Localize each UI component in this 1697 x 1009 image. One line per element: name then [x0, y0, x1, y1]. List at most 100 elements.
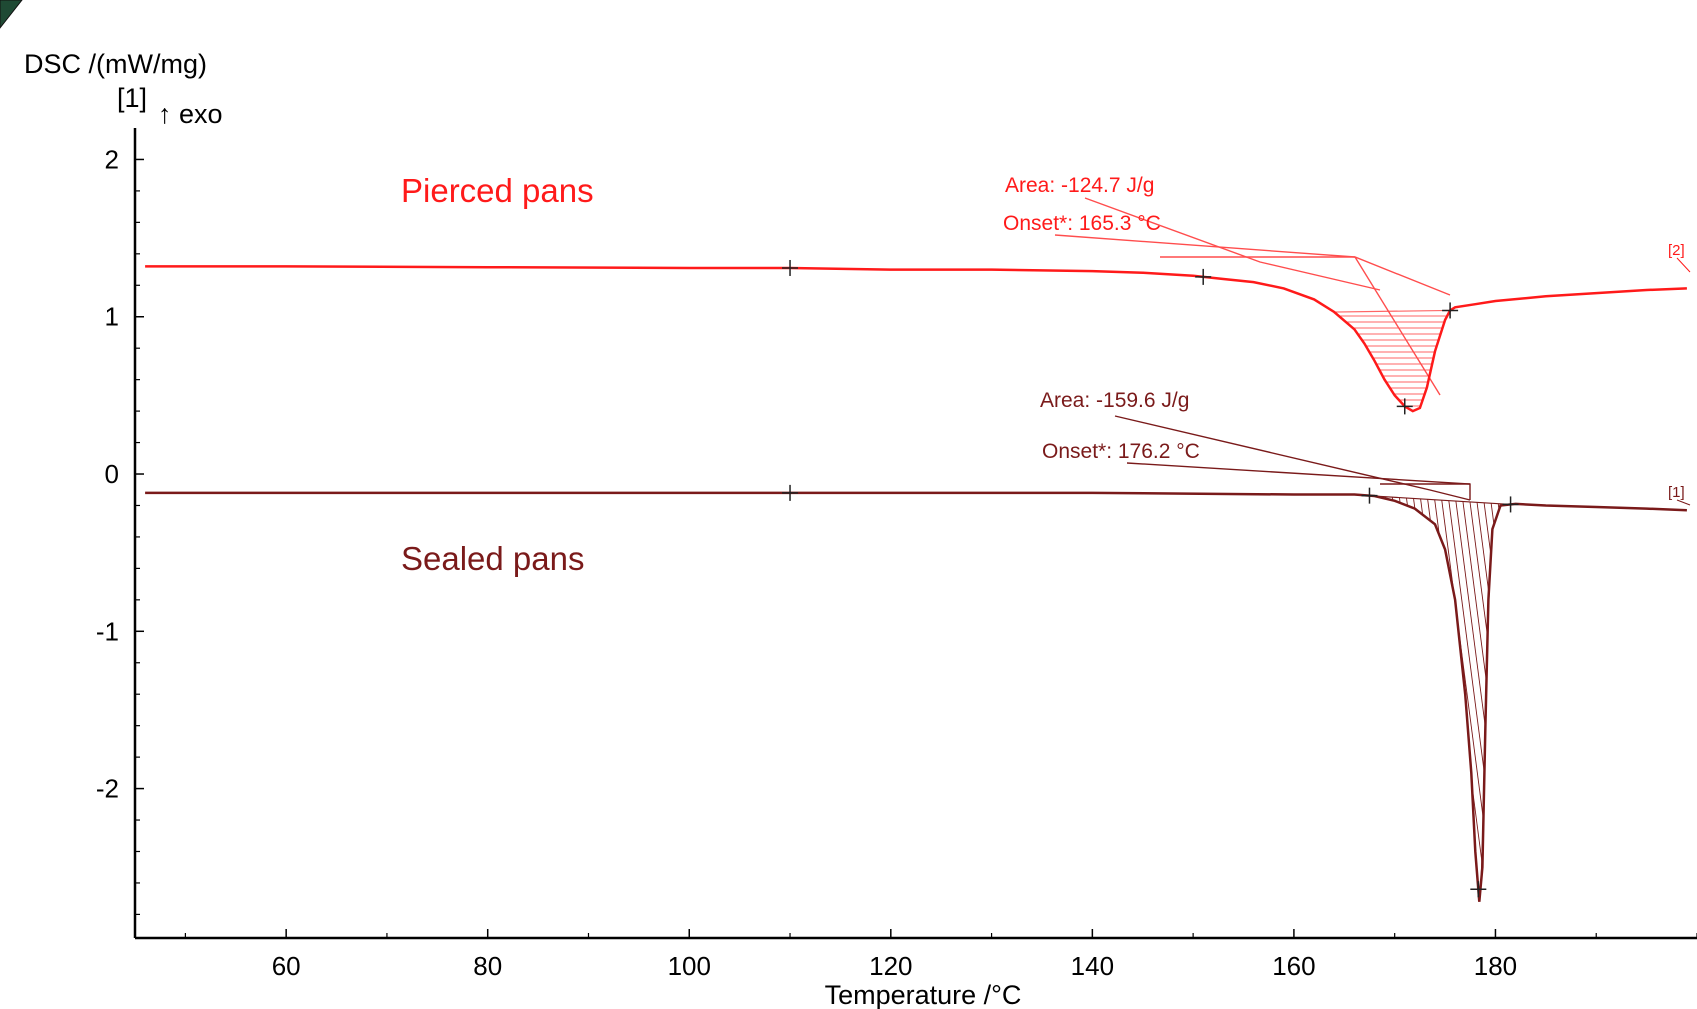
hatch-sealed-hatch-line: [1017, 460, 1077, 920]
hatch-sealed-hatch-line: [1374, 496, 1413, 896]
series-line-pierced: [145, 265, 1687, 413]
hatch-sealed-hatch-line: [1129, 460, 1189, 920]
hatch-sealed-hatch-line: [1185, 460, 1245, 920]
hatch-sealed-hatch-line: [1241, 460, 1301, 920]
hatch-sealed-hatch-line: [1374, 496, 1399, 896]
hatch-sealed-hatch-line: [1542, 460, 1602, 920]
curve-tag-sealed: [1]: [1668, 484, 1685, 501]
hatch-sealed-hatch-line: [1192, 460, 1252, 920]
hatch-sealed-hatch-line: [1374, 496, 1385, 896]
hatch-sealed-hatch-line: [1101, 460, 1161, 920]
hatch-sealed-hatch-line: [1478, 496, 1511, 896]
series-label-sealed: Sealed pans: [401, 540, 584, 577]
hatch-sealed-hatch-line: [1255, 460, 1315, 920]
hatch-sealed-hatch-line: [1492, 496, 1511, 896]
hatch-sealed-hatch-line: [1269, 460, 1329, 920]
peak-area-hatching: [975, 309, 1616, 920]
hatch-sealed-hatch-line: [1213, 460, 1273, 920]
hatch-sealed-hatch-line: [1304, 460, 1364, 920]
hatch-sealed-hatch-line: [982, 460, 1042, 920]
hatch-sealed-hatch-line: [1374, 496, 1434, 896]
hatch-sealed-hatch-line: [1024, 460, 1084, 920]
hatch-sealed-hatch-line: [1234, 460, 1294, 920]
hatch-sealed-hatch-line: [1115, 460, 1175, 920]
hatch-sealed-hatch-line: [1374, 496, 1392, 896]
hatch-sealed-hatch-line: [1549, 460, 1609, 920]
hatch-sealed-hatch-line: [1290, 460, 1350, 920]
hatch-sealed-hatch-line: [1276, 460, 1336, 920]
y-unit-marker: [1]: [117, 83, 147, 113]
curves: [145, 265, 1687, 902]
hatch-sealed-hatch-line: [1038, 460, 1098, 920]
hatch-sealed-hatch-line: [1199, 460, 1259, 920]
ticks: 60 80 100 120 140 160 180 -2 -1 0 1 2: [96, 144, 1697, 981]
x-tick-label: 80: [473, 951, 502, 981]
hatch-sealed-hatch-line: [1045, 460, 1105, 920]
hatch-sealed-hatch-line: [1380, 496, 1441, 896]
hatch-sealed-hatch-line: [1227, 460, 1287, 920]
hatch-sealed-hatch-line: [1164, 460, 1224, 920]
hatch-sealed-hatch-line: [1206, 460, 1266, 920]
hatch-sealed-hatch-line: [1171, 460, 1231, 920]
x-tick-label: 100: [668, 951, 711, 981]
hatch-sealed-hatch-line: [1499, 496, 1511, 896]
hatch-sealed-hatch-line: [1283, 460, 1343, 920]
curve-markers: [782, 259, 1519, 898]
hatch-sealed-hatch-line: [1150, 460, 1210, 920]
hatch-sealed-hatch-line: [1136, 460, 1196, 920]
y-tick-label: 2: [105, 144, 119, 174]
hatch-sealed-hatch-line: [1485, 496, 1511, 896]
x-tick-label: 140: [1071, 951, 1114, 981]
hatch-sealed-hatch-line: [1311, 460, 1371, 920]
y-tick-label: -1: [96, 616, 119, 646]
series-label-pierced: Pierced pans: [401, 172, 594, 209]
leader-onset-pierced: [1054, 234, 1451, 296]
y-tick-label: 0: [105, 459, 119, 489]
curve-tag-leader-sealed: [1676, 499, 1691, 506]
hatch-sealed-hatch-line: [1087, 460, 1147, 920]
axes: [133, 128, 1697, 940]
hatch-sealed-hatch-line: [1262, 460, 1322, 920]
hatch-sealed-hatch-line: [1506, 496, 1511, 896]
hatch-sealed-hatch-line: [1080, 460, 1140, 920]
hatch-sealed-hatch-line: [1297, 460, 1357, 920]
hatch-sealed-hatch-line: [1066, 460, 1126, 920]
annotation-area-sealed: Area: -159.6 J/g: [1040, 389, 1189, 412]
hatch-sealed-hatch-line: [1122, 460, 1182, 920]
annotation-onset-pierced: Onset*: 165.3 °C: [1003, 212, 1161, 235]
hatch-sealed-hatch-line: [989, 460, 1049, 920]
y-tick-label: 1: [105, 302, 119, 332]
hatch-sealed-hatch-line: [975, 460, 1035, 920]
hatch-sealed-hatch-line: [1374, 496, 1378, 896]
hatch-sealed-hatch-line: [1003, 460, 1063, 920]
annotation-onset-sealed: Onset*: 176.2 °C: [1042, 440, 1200, 463]
hatch-sealed-hatch-line: [1220, 460, 1280, 920]
onset-construction-lines: [1054, 197, 1691, 506]
tangent-pierced: [1354, 256, 1441, 396]
hatch-sealed-hatch-line: [1556, 460, 1616, 920]
annotation-area-pierced: Area: -124.7 J/g: [1005, 174, 1154, 197]
x-tick-label: 60: [272, 951, 301, 981]
x-tick-label: 180: [1474, 951, 1517, 981]
hatch-sealed-hatch-line: [1031, 460, 1091, 920]
y-axis-title: DSC /(mW/mg): [24, 49, 207, 79]
hatch-sealed-hatch-line: [1514, 460, 1574, 920]
hatch-sealed-hatch-line: [1528, 460, 1588, 920]
leader-area-pierced: [1084, 197, 1381, 291]
hatch-sealed-hatch-line: [1248, 460, 1308, 920]
x-axis-title: Temperature /°C: [825, 980, 1022, 1009]
hatch-sealed-hatch-line: [1094, 460, 1154, 920]
hatch-sealed-lines: [975, 460, 1616, 920]
corner-decoration: [0, 0, 23, 29]
hatch-sealed-hatch-line: [1535, 460, 1595, 920]
hatch-sealed-hatch-line: [1108, 460, 1168, 920]
hatch-sealed-hatch-line: [1010, 460, 1070, 920]
hatch-sealed-hatch-line: [996, 460, 1056, 920]
hatch-sealed-hatch-line: [1059, 460, 1119, 920]
hatch-sealed-hatch-line: [1374, 496, 1427, 896]
y-direction-label: ↑ exo: [158, 99, 223, 129]
hatch-sealed-hatch-line: [1374, 496, 1406, 896]
hatch-sealed-hatch-line: [1052, 460, 1112, 920]
curve-tag-leader-pierced: [1676, 257, 1691, 273]
hatch-sealed-hatch-line: [1073, 460, 1133, 920]
